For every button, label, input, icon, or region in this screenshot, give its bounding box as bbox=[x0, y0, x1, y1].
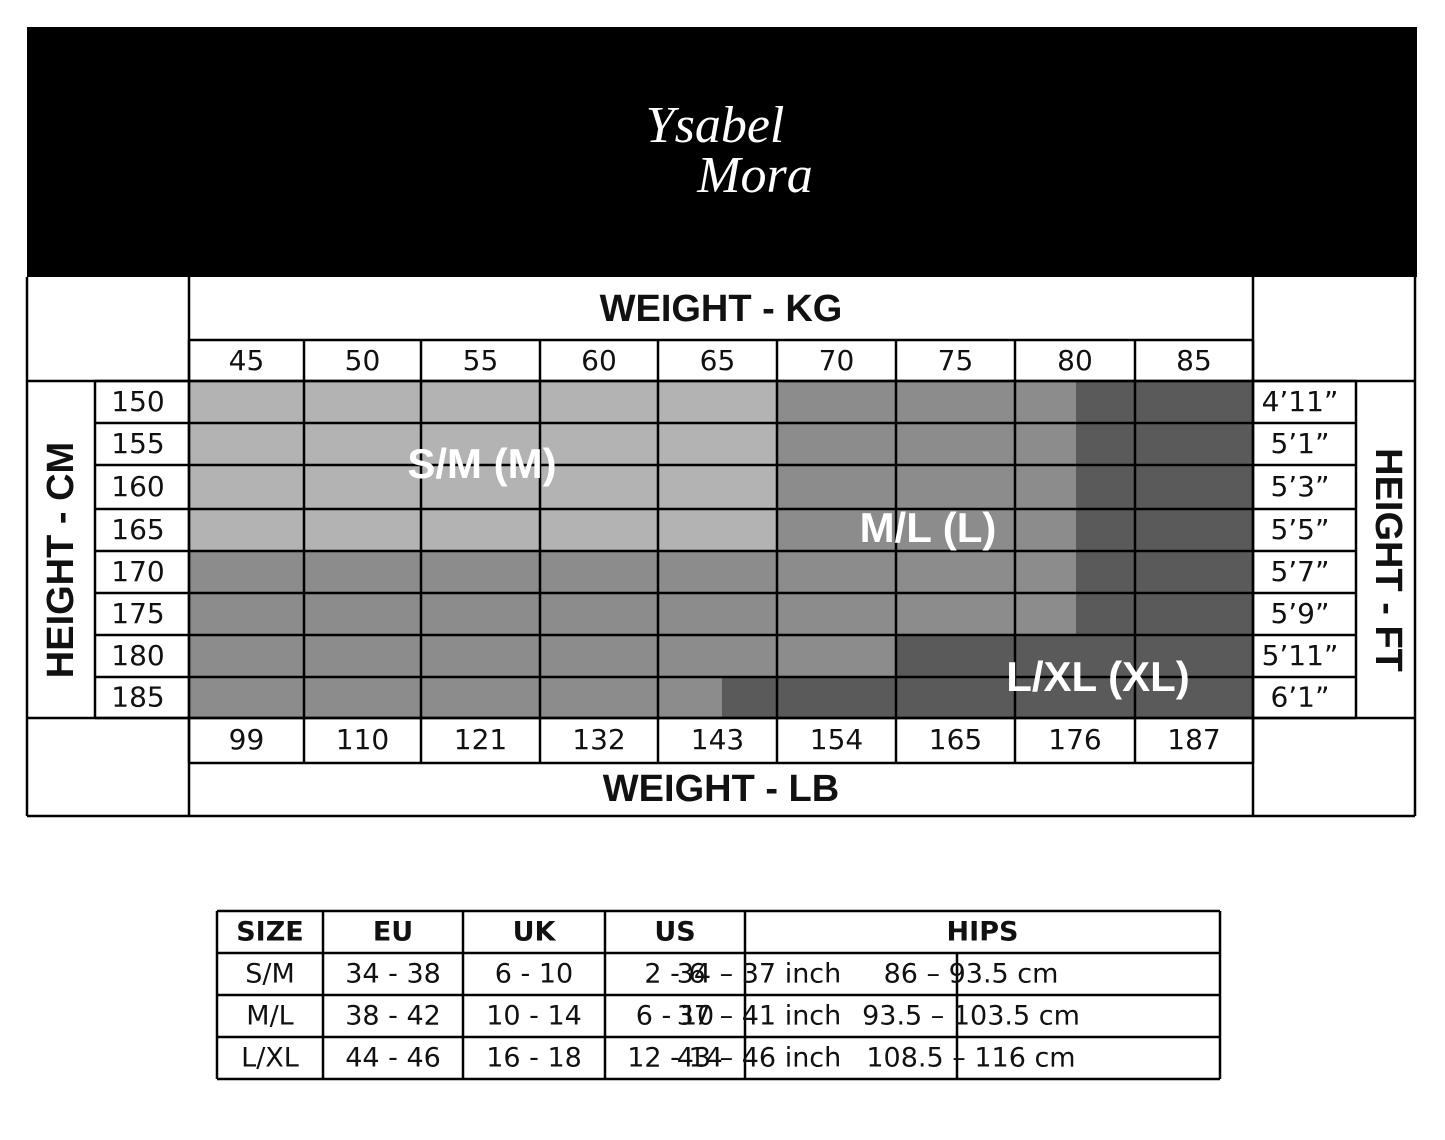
table-header: SIZE bbox=[236, 917, 304, 948]
table-cell: 16 - 18 bbox=[486, 1043, 582, 1074]
table-cell: 6 - 10 bbox=[636, 1001, 714, 1032]
zone-shade bbox=[777, 423, 1076, 465]
table-cell: 108.5 – 116 cm bbox=[866, 1043, 1075, 1074]
table-cell: 34 - 38 bbox=[345, 959, 441, 990]
zone-shade bbox=[1076, 509, 1253, 551]
height-ft: 5’7” bbox=[1270, 555, 1329, 588]
height-cm: 160 bbox=[111, 470, 164, 503]
size-table: SIZE EU UK US HIPS S/M 34 - 38 6 - 10 2 - 634 – … bbox=[215, 909, 1222, 1081]
weight-lb: 187 bbox=[1167, 723, 1220, 756]
logo-bottom: Mora bbox=[696, 147, 813, 204]
zone-label: M/L (L) bbox=[860, 504, 997, 551]
table-header: EU bbox=[373, 917, 413, 948]
height-cm: 165 bbox=[111, 513, 164, 546]
height-ft: 5’5” bbox=[1270, 513, 1329, 546]
zone-shade bbox=[189, 509, 777, 551]
table-cell: 93.5 – 103.5 cm bbox=[862, 1001, 1080, 1032]
table-cell: 2 - 6 bbox=[644, 959, 705, 990]
weight-kg: 50 bbox=[345, 344, 381, 377]
table-cell: 38 - 42 bbox=[345, 1001, 441, 1032]
height-cm: 180 bbox=[111, 639, 164, 672]
zone-shade bbox=[189, 423, 777, 465]
table-cell: 10 - 14 bbox=[486, 1001, 582, 1032]
zone-shade bbox=[189, 551, 1076, 593]
height-ft-title: HEIGHT - FT bbox=[1367, 448, 1409, 672]
height-ft: 5’1” bbox=[1270, 427, 1329, 460]
zone-shade bbox=[1076, 465, 1253, 509]
height-ft: 5’9” bbox=[1270, 597, 1329, 630]
weight-kg-title: WEIGHT - KG bbox=[600, 288, 843, 330]
size-grid: WEIGHT - KG WEIGHT - LB HEIGHT - CM HEIGHT … bbox=[25, 277, 1417, 818]
table-header: HIPS bbox=[947, 917, 1019, 948]
zone-shade bbox=[189, 677, 722, 718]
weight-kg: 60 bbox=[581, 344, 617, 377]
weight-lb: 154 bbox=[810, 723, 863, 756]
zone-shade bbox=[1076, 593, 1253, 635]
table-cell: 44 - 46 bbox=[345, 1043, 441, 1074]
zone-shade bbox=[189, 635, 896, 677]
height-ft: 5’11” bbox=[1262, 639, 1339, 672]
height-cm: 150 bbox=[111, 385, 164, 418]
table-cell: 86 – 93.5 cm bbox=[884, 959, 1059, 990]
zone-shade bbox=[189, 593, 1076, 635]
height-cm: 155 bbox=[111, 427, 164, 460]
height-ft: 4’11” bbox=[1262, 385, 1339, 418]
table-header: US bbox=[654, 917, 695, 948]
header-banner bbox=[27, 27, 1417, 277]
weight-lb: 143 bbox=[691, 723, 744, 756]
height-cm-title: HEIGHT - CM bbox=[40, 442, 82, 678]
weight-kg: 55 bbox=[463, 344, 499, 377]
zone-shade bbox=[896, 635, 1253, 677]
weight-kg: 80 bbox=[1057, 344, 1093, 377]
weight-kg: 45 bbox=[229, 344, 265, 377]
zone-shade bbox=[777, 509, 1076, 551]
table-cell: 43 – 46 inch bbox=[677, 1043, 842, 1074]
weight-lb: 99 bbox=[229, 723, 265, 756]
zone-shade bbox=[1076, 423, 1253, 465]
zone-shade bbox=[1076, 551, 1253, 593]
weight-kg: 70 bbox=[819, 344, 855, 377]
zone-shade bbox=[777, 465, 1076, 509]
height-cm: 185 bbox=[111, 681, 164, 714]
table-cell: 6 - 10 bbox=[495, 959, 573, 990]
height-cm: 175 bbox=[111, 597, 164, 630]
height-cm: 170 bbox=[111, 555, 164, 588]
zone-shade bbox=[189, 381, 777, 423]
zone-shade bbox=[189, 465, 777, 509]
table-cell: S/M bbox=[245, 959, 295, 990]
zone-label: S/M (M) bbox=[407, 440, 556, 487]
table-cell: 37 – 41 inch bbox=[677, 1001, 842, 1032]
table-cell: M/L bbox=[246, 1001, 293, 1032]
table-cell: L/XL bbox=[241, 1043, 299, 1074]
weight-kg: 65 bbox=[700, 344, 736, 377]
table-header: UK bbox=[513, 917, 557, 948]
table-cell: 34 – 37 inch bbox=[677, 959, 842, 990]
logo-top: Ysabel bbox=[646, 97, 785, 154]
weight-lb: 121 bbox=[454, 723, 507, 756]
zone-shade bbox=[722, 677, 1253, 718]
zone-shade bbox=[777, 381, 1076, 423]
table-cell: 12 - 14 bbox=[627, 1043, 723, 1074]
height-ft: 6’1” bbox=[1270, 681, 1329, 714]
weight-lb: 132 bbox=[572, 723, 625, 756]
weight-kg: 75 bbox=[938, 344, 974, 377]
height-ft: 5’3” bbox=[1270, 470, 1329, 503]
weight-lb-title: WEIGHT - LB bbox=[603, 768, 839, 810]
weight-lb: 165 bbox=[929, 723, 982, 756]
zone-shade bbox=[1076, 381, 1253, 423]
weight-lb: 110 bbox=[336, 723, 389, 756]
weight-lb: 176 bbox=[1048, 723, 1101, 756]
weight-kg: 85 bbox=[1176, 344, 1212, 377]
zone-label: L/XL (XL) bbox=[1006, 653, 1190, 700]
